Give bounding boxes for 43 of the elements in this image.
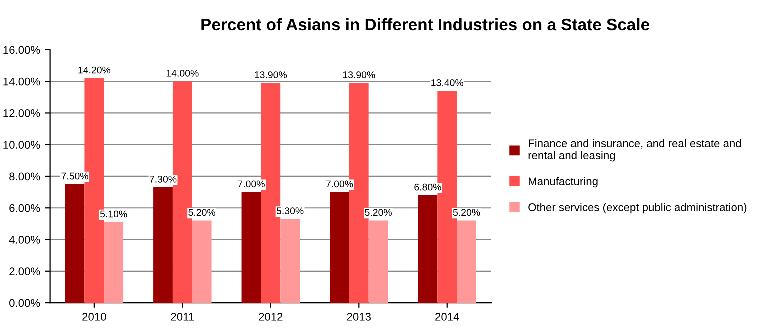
bar — [65, 184, 85, 304]
x-tick-label: 2014 — [436, 313, 460, 321]
data-label: 14.20% — [78, 66, 111, 74]
y-tick-label: 14.00% — [4, 78, 40, 86]
data-label: 7.00% — [238, 180, 265, 188]
y-tick-label: 10.00% — [4, 141, 40, 149]
data-label: 6.80% — [414, 184, 442, 191]
y-tick-label: 2.00% — [10, 268, 40, 276]
data-label: 5.20% — [188, 209, 216, 216]
legend-label: Other services (except public administration) — [528, 203, 747, 214]
data-label: 13.40% — [432, 79, 464, 86]
data-label: 5.30% — [276, 208, 304, 214]
x-tick-label: 2012 — [259, 313, 283, 321]
bar — [330, 192, 350, 304]
bar — [418, 195, 438, 304]
bar — [368, 220, 388, 304]
x-tick-label: 2010 — [82, 313, 106, 321]
data-label: 13.90% — [343, 72, 376, 78]
bar — [280, 219, 300, 304]
y-tick-label: 0.00% — [10, 299, 40, 308]
y-tick-label: 16.00% — [4, 46, 40, 54]
bar — [154, 188, 173, 304]
bar — [457, 220, 476, 304]
data-label: 7.00% — [326, 180, 354, 188]
bar — [242, 192, 262, 304]
data-label: 5.20% — [365, 209, 392, 216]
y-tick-label: 4.00% — [9, 236, 40, 244]
data-label: 5.20% — [453, 209, 480, 216]
x-tick-label: 2013 — [347, 313, 372, 321]
bar — [104, 222, 124, 304]
data-label: 7.50% — [62, 172, 88, 180]
bar — [192, 220, 212, 304]
x-tick-label: 2011 — [171, 313, 194, 321]
data-label: 7.30% — [150, 176, 177, 183]
legend-label: Manufacturing — [529, 177, 598, 188]
data-label: 13.90% — [255, 72, 288, 78]
data-label: 14.00% — [166, 70, 199, 77]
chart-title: Percent of Asians in Different Industries on a State Scale — [202, 18, 650, 31]
data-label: 5.10% — [100, 210, 128, 218]
y-tick-label: 8.00% — [10, 172, 40, 181]
y-tick-label: 6.00% — [10, 204, 40, 212]
legend-label: Finance and insurance, and real estate and rental and leasing — [528, 139, 742, 162]
y-tick-label: 12.00% — [4, 109, 40, 118]
